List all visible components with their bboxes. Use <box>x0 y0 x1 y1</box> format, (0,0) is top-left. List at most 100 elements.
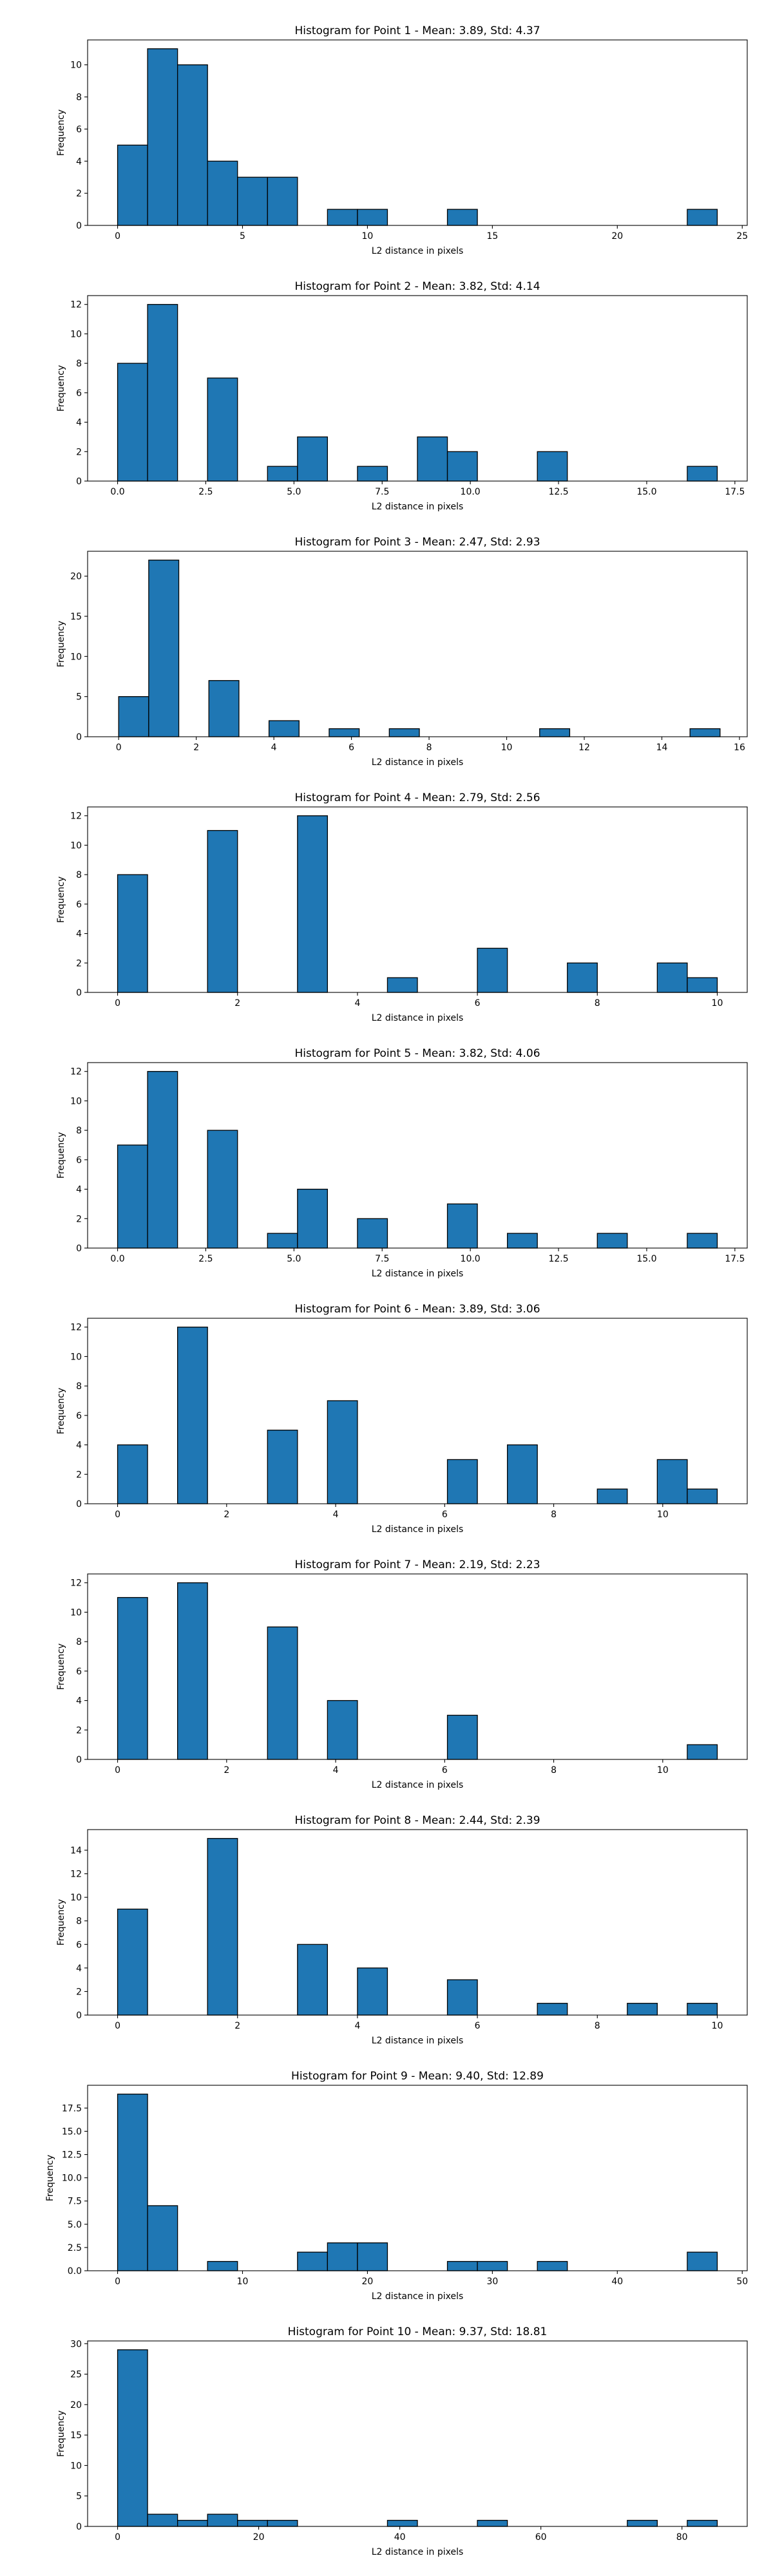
x-tick-label: 20 <box>362 2277 374 2287</box>
y-tick-label: 0 <box>76 1499 82 1510</box>
y-tick-label: 4 <box>76 1964 82 1974</box>
histogram-bar <box>477 2519 508 2527</box>
histogram-bar <box>147 304 178 482</box>
x-axis-label: L2 distance in pixels <box>372 1780 464 1790</box>
histogram-bar <box>596 1488 628 1504</box>
histogram-bar <box>567 962 598 993</box>
histogram-bar <box>147 1071 178 1249</box>
y-tick-label: 2 <box>76 1214 82 1224</box>
axes-frame <box>87 295 748 482</box>
chart-title: Histogram for Point 7 - Mean: 2.19, Std:… <box>294 1558 540 1571</box>
histogram-bar <box>656 962 688 993</box>
histogram-bar <box>207 160 238 226</box>
histogram-bar <box>327 209 358 226</box>
histogram-bar <box>237 176 268 226</box>
histogram-bar <box>117 144 148 226</box>
histogram-bar <box>537 2260 568 2271</box>
x-tick-label: 80 <box>676 2532 688 2543</box>
histogram-bar <box>177 1582 208 1760</box>
axes-frame <box>87 1318 748 1504</box>
y-tick-label: 10 <box>70 652 82 662</box>
x-tick-label: 6 <box>442 1765 448 1776</box>
y-tick-label: 10 <box>70 329 82 339</box>
axes-frame <box>87 39 748 226</box>
histogram-bar <box>177 64 208 226</box>
x-tick-label: 14 <box>656 743 668 753</box>
histogram-bar <box>687 2519 718 2527</box>
histogram-bar <box>506 1444 538 1504</box>
x-tick-label: 4 <box>271 743 277 753</box>
y-axis-label: Frequency <box>56 1643 66 1690</box>
histogram-bar <box>297 1188 329 1249</box>
histogram-bar <box>357 1218 388 1249</box>
y-tick-label: 2 <box>76 447 82 457</box>
histogram-panel-9: Histogram for Point 9 - Mean: 9.40, Std:… <box>45 2070 748 2302</box>
y-axis-label: Frequency <box>56 876 66 923</box>
histogram-bar <box>207 2514 238 2527</box>
x-axis-label: L2 distance in pixels <box>372 1269 464 1279</box>
x-tick-label: 10 <box>712 998 723 1009</box>
histogram-bar <box>267 466 298 482</box>
histogram-bar <box>687 2003 718 2016</box>
x-tick-label: 2.5 <box>198 487 213 497</box>
axes-frame <box>87 2340 748 2527</box>
y-tick-label: 10 <box>70 1352 82 1362</box>
x-tick-label: 8 <box>595 998 600 1009</box>
x-tick-label: 10 <box>237 2277 249 2287</box>
x-tick-label: 2 <box>224 1510 229 1520</box>
histogram-bar <box>687 977 718 993</box>
x-tick-label: 0 <box>115 998 120 1009</box>
y-tick-label: 12 <box>70 1067 82 1077</box>
x-tick-label: 12 <box>578 743 590 753</box>
histogram-bar <box>417 436 448 482</box>
y-tick-label: 25 <box>70 2370 82 2380</box>
x-tick-label: 12.5 <box>548 1254 568 1264</box>
x-tick-label: 16 <box>734 743 745 753</box>
x-tick-label: 12.5 <box>548 487 568 497</box>
chart-title: Histogram for Point 3 - Mean: 2.47, Std:… <box>294 536 540 549</box>
y-tick-label: 12.5 <box>62 2150 82 2161</box>
y-tick-label: 6 <box>76 388 82 399</box>
y-tick-label: 0 <box>76 988 82 998</box>
y-tick-label: 12 <box>70 1578 82 1589</box>
axes-frame <box>87 551 748 737</box>
histogram-bar <box>117 2094 148 2271</box>
x-axis-label: L2 distance in pixels <box>372 2036 464 2046</box>
y-tick-label: 15 <box>70 612 82 622</box>
histogram-bar <box>117 1908 148 2016</box>
histogram-bar <box>687 1233 718 1249</box>
x-tick-label: 2 <box>224 1765 229 1776</box>
x-tick-label: 15.0 <box>636 1254 656 1264</box>
histogram-bar <box>297 2251 329 2271</box>
histogram-bar <box>117 874 148 993</box>
y-tick-label: 2 <box>76 958 82 969</box>
x-tick-label: 0 <box>115 2277 120 2287</box>
y-axis-label: Frequency <box>56 621 66 667</box>
histogram-bar <box>177 2519 208 2527</box>
x-tick-label: 4 <box>354 998 360 1009</box>
x-tick-label: 40 <box>611 2277 623 2287</box>
x-tick-label: 20 <box>253 2532 265 2543</box>
x-tick-label: 6 <box>475 2021 481 2031</box>
y-tick-label: 15.0 <box>62 2126 82 2137</box>
x-tick-label: 15 <box>486 231 498 242</box>
histogram-panel-2: Histogram for Point 2 - Mean: 3.82, Std:… <box>56 280 748 512</box>
x-tick-label: 50 <box>736 2277 748 2287</box>
x-tick-label: 0 <box>115 2021 120 2031</box>
y-tick-label: 4 <box>76 156 82 167</box>
histogram-panel-6: Histogram for Point 6 - Mean: 3.89, Std:… <box>56 1303 748 1535</box>
y-axis-label: Frequency <box>56 1132 66 1179</box>
y-tick-label: 0 <box>76 1755 82 1765</box>
x-tick-label: 0 <box>115 2532 120 2543</box>
histogram-bar <box>207 1838 238 2016</box>
histogram-bar <box>446 2260 478 2271</box>
y-tick-label: 30 <box>70 2339 82 2349</box>
y-tick-label: 2.5 <box>68 2243 82 2253</box>
y-tick-label: 12 <box>70 300 82 310</box>
axes-frame <box>87 806 748 993</box>
y-tick-label: 2 <box>76 1470 82 1480</box>
x-tick-label: 7.5 <box>375 1254 389 1264</box>
x-tick-label: 2 <box>234 2021 240 2031</box>
x-tick-label: 6 <box>348 743 354 753</box>
histogram-bar <box>327 2242 358 2271</box>
